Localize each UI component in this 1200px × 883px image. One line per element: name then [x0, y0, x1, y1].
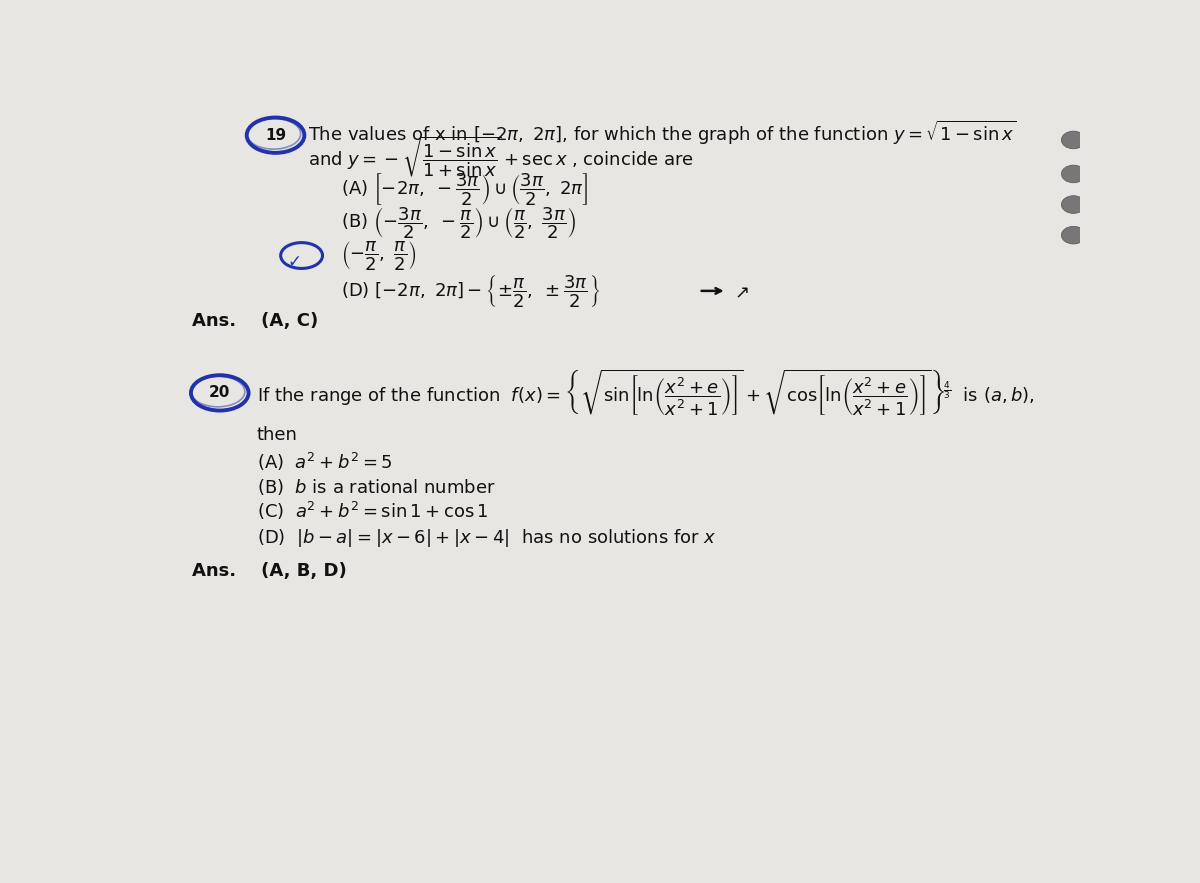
Text: Ans.    (A, B, D): Ans. (A, B, D)	[192, 562, 347, 580]
Text: (B) $\left(-\dfrac{3\pi}{2},\ -\dfrac{\pi}{2}\right) \cup \left(\dfrac{\pi}{2},\: (B) $\left(-\dfrac{3\pi}{2},\ -\dfrac{\p…	[341, 205, 576, 241]
Text: $\checkmark$: $\checkmark$	[287, 252, 300, 270]
Text: $\nearrow$: $\nearrow$	[731, 284, 749, 302]
Circle shape	[1062, 226, 1086, 244]
Text: (C)  $a^2 + b^2 = \sin 1 + \cos 1$: (C) $a^2 + b^2 = \sin 1 + \cos 1$	[257, 500, 488, 522]
Text: (B)  $b$ is a rational number: (B) $b$ is a rational number	[257, 477, 496, 497]
Circle shape	[1062, 196, 1086, 214]
Text: Ans.    (A, C): Ans. (A, C)	[192, 313, 318, 330]
Circle shape	[1062, 131, 1086, 149]
Text: 19: 19	[265, 128, 286, 143]
Text: The values of x in $[-2\pi,\ 2\pi]$, for which the graph of the function $y = \s: The values of x in $[-2\pi,\ 2\pi]$, for…	[308, 119, 1016, 147]
Text: (D)  $|b - a| = |x - 6| + |x - 4|$  has no solutions for $x$: (D) $|b - a| = |x - 6| + |x - 4|$ has no…	[257, 526, 716, 548]
Text: (A)  $a^2 + b^2 = 5$: (A) $a^2 + b^2 = 5$	[257, 451, 392, 473]
Text: (A) $\left[-2\pi,\ -\dfrac{3\pi}{2}\right) \cup \left(\dfrac{3\pi}{2},\ 2\pi\rig: (A) $\left[-2\pi,\ -\dfrac{3\pi}{2}\righ…	[341, 171, 588, 207]
Text: then: then	[257, 426, 298, 444]
Text: (D) $[-2\pi,\ 2\pi] - \left\{\pm\dfrac{\pi}{2},\ \pm\dfrac{3\pi}{2}\right\}$: (D) $[-2\pi,\ 2\pi] - \left\{\pm\dfrac{\…	[341, 273, 600, 309]
Circle shape	[1062, 165, 1086, 183]
Text: and $y = -\sqrt{\dfrac{1-\sin x}{1+\sin x}} + \sec x$ , coincide are: and $y = -\sqrt{\dfrac{1-\sin x}{1+\sin …	[308, 135, 694, 179]
Text: 20: 20	[209, 385, 230, 400]
Text: If the range of the function  $f(x) = \left\{\sqrt{\sin\!\left[\ln\!\left(\dfrac: If the range of the function $f(x) = \le…	[257, 368, 1034, 418]
Text: $\left(-\dfrac{\pi}{2},\ \dfrac{\pi}{2}\right)$: $\left(-\dfrac{\pi}{2},\ \dfrac{\pi}{2}\…	[341, 239, 416, 272]
